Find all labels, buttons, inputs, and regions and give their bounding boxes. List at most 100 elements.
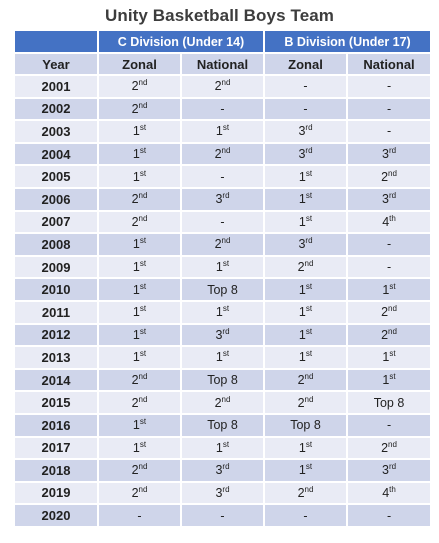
c-national-cell: - — [181, 97, 266, 122]
results-body: 2001 2nd 2nd - -2002 2nd - - -2003 1st 1st 3rd -2004… — [15, 75, 431, 528]
b-zonal-cell: 2nd — [264, 255, 349, 280]
table-row: 2011 1st 1st 1st 2nd — [15, 300, 431, 325]
year-cell: 2011 — [15, 300, 99, 325]
c-zonal-cell: 1st — [98, 323, 182, 348]
b-zonal-cell: 2nd — [264, 481, 349, 506]
b-zonal-cell: 1st — [264, 187, 349, 212]
b-national-cell: 1st — [347, 368, 431, 393]
year-cell: 2019 — [15, 481, 99, 506]
c-national-cell: 1st — [181, 120, 266, 144]
column-header-c-zonal: Zonal — [98, 53, 182, 76]
b-national-cell: Top 8 — [347, 391, 431, 415]
c-zonal-cell: 1st — [98, 120, 182, 144]
c-zonal-cell: 2nd — [98, 75, 182, 99]
b-zonal-cell: - — [264, 75, 349, 99]
c-zonal-cell: 2nd — [98, 481, 182, 506]
division-header-c: C Division (Under 14) — [98, 31, 266, 54]
c-national-cell: 3rd — [181, 459, 266, 483]
table-row: 2001 2nd 2nd - - — [15, 75, 431, 99]
table-row: 2018 2nd 3rd 1st 3rd — [15, 459, 431, 483]
b-national-cell: 1st — [347, 278, 431, 302]
c-national-cell: Top 8 — [181, 368, 266, 393]
year-cell: 2001 — [15, 75, 99, 99]
division-header-b: B Division (Under 17) — [264, 31, 431, 54]
table-row: 2005 1st -1st 2nd — [15, 165, 431, 189]
c-national-cell: - — [181, 210, 266, 235]
year-cell: 2012 — [15, 323, 99, 348]
table-row: 2020- - - - — [15, 504, 431, 528]
b-national-cell: 3rd — [347, 459, 431, 483]
table-row: 2013 1st 1st 1st 1st — [15, 346, 431, 370]
b-national-cell: - — [347, 75, 431, 99]
table-row: 2009 1st 1st 2nd - — [15, 255, 431, 280]
b-zonal-cell: 1st — [264, 165, 349, 189]
b-zonal-cell: 1st — [264, 436, 349, 461]
year-cell: 2013 — [15, 346, 99, 370]
b-national-cell: 3rd — [347, 142, 431, 167]
b-national-cell: 2nd — [347, 436, 431, 461]
b-zonal-cell: 2nd — [264, 391, 349, 415]
b-national-cell: 4th — [347, 210, 431, 235]
b-national-cell: - — [347, 413, 431, 438]
year-cell: 2006 — [15, 187, 99, 212]
c-zonal-cell: 1st — [98, 436, 182, 461]
division-header-row: C Division (Under 14) B Division (Under … — [15, 31, 431, 54]
table-row: 2010 1st Top 8 1st 1st — [15, 278, 431, 302]
b-national-cell: 4th — [347, 481, 431, 506]
b-national-cell: - — [347, 97, 431, 122]
year-cell: 2018 — [15, 459, 99, 483]
b-zonal-cell: Top 8 — [264, 413, 349, 438]
b-national-cell: 2nd — [347, 165, 431, 189]
c-zonal-cell: 1st — [98, 142, 182, 167]
table-row: 2017 1st 1st 1st 2nd — [15, 436, 431, 461]
year-cell: 2005 — [15, 165, 99, 189]
b-national-cell: - — [347, 504, 431, 528]
c-zonal-cell: 1st — [98, 413, 182, 438]
table-row: 2002 2nd - - - — [15, 97, 431, 122]
table-row: 2008 1st 2nd 3rd - — [15, 233, 431, 257]
year-cell: 2009 — [15, 255, 99, 280]
c-national-cell: 1st — [181, 436, 266, 461]
c-zonal-cell: 1st — [98, 233, 182, 257]
table-title: Unity Basketball Boys Team — [104, 6, 335, 25]
b-zonal-cell: - — [264, 504, 349, 528]
column-header-b-national: National — [347, 53, 431, 76]
c-national-cell: 3rd — [181, 187, 266, 212]
b-national-cell: - — [347, 233, 431, 257]
b-national-cell: 3rd — [347, 187, 431, 212]
table-row: 2007 2nd -1st 4th — [15, 210, 431, 235]
c-national-cell: Top 8 — [181, 413, 266, 438]
b-national-cell: 2nd — [347, 300, 431, 325]
year-cell: 2016 — [15, 413, 99, 438]
year-cell: 2007 — [15, 210, 99, 235]
column-header-b-zonal: Zonal — [264, 53, 349, 76]
c-zonal-cell: 2nd — [98, 210, 182, 235]
column-header-year: Year — [15, 53, 99, 76]
year-cell: 2015 — [15, 391, 99, 415]
b-national-cell: - — [347, 255, 431, 280]
table-row: 2019 2nd 3rd 2nd 4th — [15, 481, 431, 506]
c-national-cell: - — [181, 504, 266, 528]
c-zonal-cell: 2nd — [98, 368, 182, 393]
b-zonal-cell: 1st — [264, 300, 349, 325]
c-zonal-cell: 1st — [98, 278, 182, 302]
c-national-cell: 1st — [181, 255, 266, 280]
c-zonal-cell: 1st — [98, 165, 182, 189]
c-zonal-cell: 1st — [98, 300, 182, 325]
c-national-cell: 2nd — [181, 391, 266, 415]
year-cell: 2008 — [15, 233, 99, 257]
b-zonal-cell: 3rd — [264, 120, 349, 144]
column-header-row: Year Zonal National Zonal National — [15, 53, 431, 76]
c-national-cell: 2nd — [181, 233, 266, 257]
year-cell: 2010 — [15, 278, 99, 302]
table-row: 2004 1st 2nd 3rd 3rd — [15, 142, 431, 167]
c-national-cell: 1st — [181, 300, 266, 325]
c-national-cell: 1st — [181, 346, 266, 370]
c-national-cell: 2nd — [181, 142, 266, 167]
c-national-cell: 3rd — [181, 481, 266, 506]
table-row: 2016 1st Top 8 Top 8- — [15, 413, 431, 438]
b-national-cell: 1st — [347, 346, 431, 370]
b-zonal-cell: 3rd — [264, 233, 349, 257]
c-zonal-cell: 2nd — [98, 459, 182, 483]
